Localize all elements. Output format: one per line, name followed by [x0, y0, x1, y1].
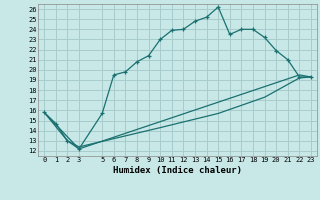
X-axis label: Humidex (Indice chaleur): Humidex (Indice chaleur)	[113, 166, 242, 175]
